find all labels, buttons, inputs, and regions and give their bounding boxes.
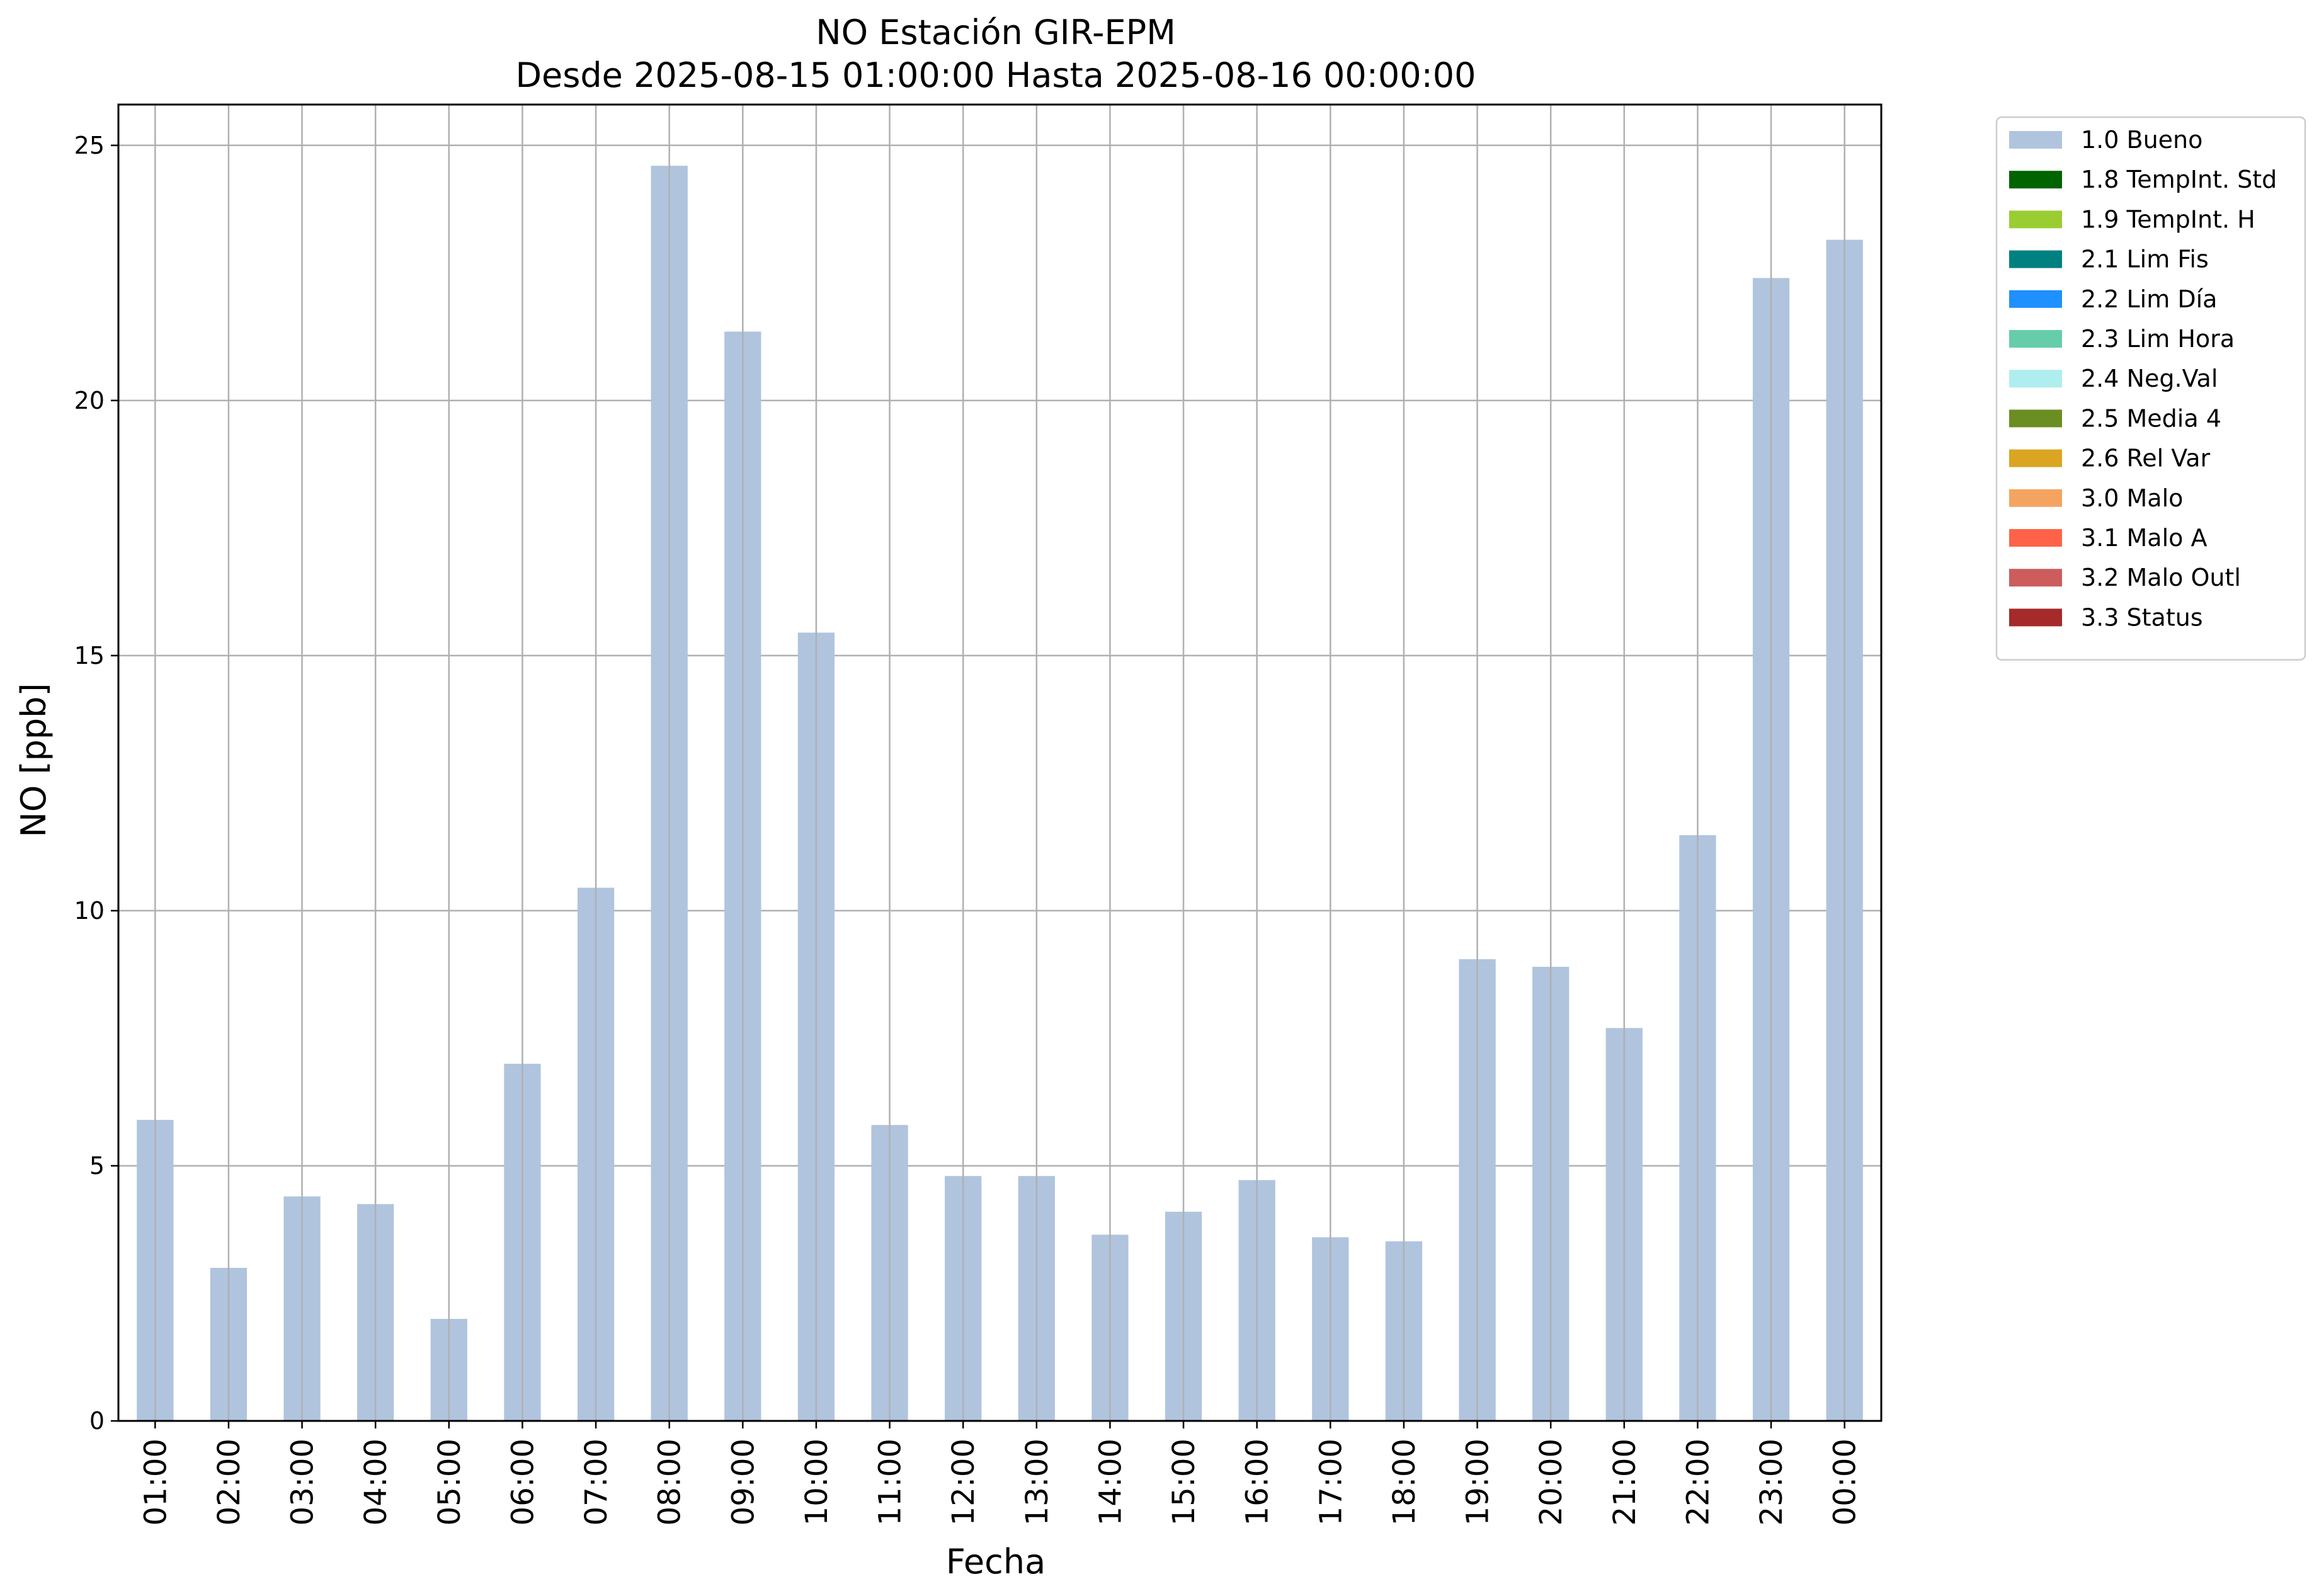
y-axis: 0 5 10 15 20 25 <box>74 132 118 1435</box>
legend-label: 2.1 Lim Fis <box>2081 246 2209 273</box>
x-tick-label: 08:00 <box>652 1439 688 1525</box>
legend-swatch <box>2009 489 2062 507</box>
legend-label: 1.8 TempInt. Std <box>2081 166 2277 193</box>
y-tick-label: 5 <box>89 1152 105 1180</box>
legend-swatch <box>2009 449 2062 467</box>
x-tick-label: 09:00 <box>726 1439 761 1525</box>
legend-label: 2.5 Media 4 <box>2081 404 2221 432</box>
legend-swatch <box>2009 131 2062 149</box>
x-tick-label: 00:00 <box>1828 1439 1863 1525</box>
x-tick-label: 01:00 <box>138 1439 173 1525</box>
chart-subtitle: Desde 2025-08-15 01:00:00 Hasta 2025-08-… <box>515 55 1476 95</box>
x-tick-label: 21:00 <box>1607 1439 1643 1525</box>
legend-label: 3.1 Malo A <box>2081 524 2207 552</box>
legend: 1.0 Bueno 1.8 TempInt. Std 1.9 TempInt. H 2… <box>1995 116 2306 661</box>
legend-swatch <box>2009 569 2062 587</box>
plot-area-frame <box>117 103 1883 1422</box>
x-tick-label: 11:00 <box>873 1439 908 1525</box>
legend-label: 1.9 TempInt. H <box>2081 205 2255 233</box>
x-tick-label: 20:00 <box>1534 1439 1569 1525</box>
y-tick-label: 25 <box>74 132 105 159</box>
x-tick-label: 03:00 <box>285 1439 321 1525</box>
legend-label: 2.3 Lim Hora <box>2081 325 2235 353</box>
chart-title: NO Estación GIR-EPM <box>816 13 1176 52</box>
legend-swatch <box>2009 171 2062 189</box>
legend-label: 2.2 Lim Día <box>2081 285 2217 313</box>
x-tick-label: 12:00 <box>946 1439 981 1525</box>
x-axis-label: Fecha <box>946 1542 1046 1582</box>
y-axis-label: NO [ppb] <box>14 683 54 837</box>
legend-label: 3.0 Malo <box>2081 484 2183 512</box>
legend-swatch <box>2009 409 2062 428</box>
x-tick-label: 14:00 <box>1093 1439 1128 1525</box>
legend-label: 2.6 Rel Var <box>2081 445 2211 472</box>
legend-swatch <box>2009 608 2062 627</box>
legend-swatch <box>2009 290 2062 308</box>
legend-swatch <box>2009 250 2062 268</box>
y-tick-label: 15 <box>74 642 105 670</box>
x-tick-label: 07:00 <box>579 1439 614 1525</box>
x-tick-label: 22:00 <box>1680 1439 1716 1525</box>
x-tick-label: 06:00 <box>505 1439 540 1525</box>
x-tick-label: 13:00 <box>1020 1439 1055 1525</box>
legend-swatch <box>2009 370 2062 388</box>
x-tick-label: 17:00 <box>1313 1439 1348 1525</box>
legend-label: 2.4 Neg.Val <box>2081 365 2218 392</box>
x-tick-label: 15:00 <box>1166 1439 1202 1525</box>
y-tick-label: 0 <box>89 1407 105 1435</box>
legend-swatch <box>2009 529 2062 547</box>
x-axis: 01:00 02:00 03:00 04:00 05:00 06:00 07:00 08:00… <box>138 1421 1863 1525</box>
x-tick-label: 23:00 <box>1754 1439 1789 1525</box>
x-tick-label: 04:00 <box>358 1439 394 1525</box>
legend-label: 1.0 Bueno <box>2081 126 2202 154</box>
x-tick-label: 19:00 <box>1461 1439 1496 1525</box>
legend-box <box>1995 116 2306 661</box>
x-tick-label: 18:00 <box>1387 1439 1422 1525</box>
vertical-grid <box>154 105 1845 1421</box>
y-tick-label: 20 <box>74 387 105 414</box>
x-tick-label: 05:00 <box>432 1439 467 1525</box>
x-tick-label: 02:00 <box>212 1439 247 1525</box>
legend-label: 3.2 Malo Outl <box>2081 564 2241 591</box>
x-tick-label: 16:00 <box>1240 1439 1275 1525</box>
legend-swatch <box>2009 330 2062 348</box>
legend-swatch <box>2009 210 2062 229</box>
legend-label: 3.3 Status <box>2081 603 2203 631</box>
x-tick-label: 10:00 <box>799 1439 835 1525</box>
y-tick-label: 10 <box>74 897 105 925</box>
